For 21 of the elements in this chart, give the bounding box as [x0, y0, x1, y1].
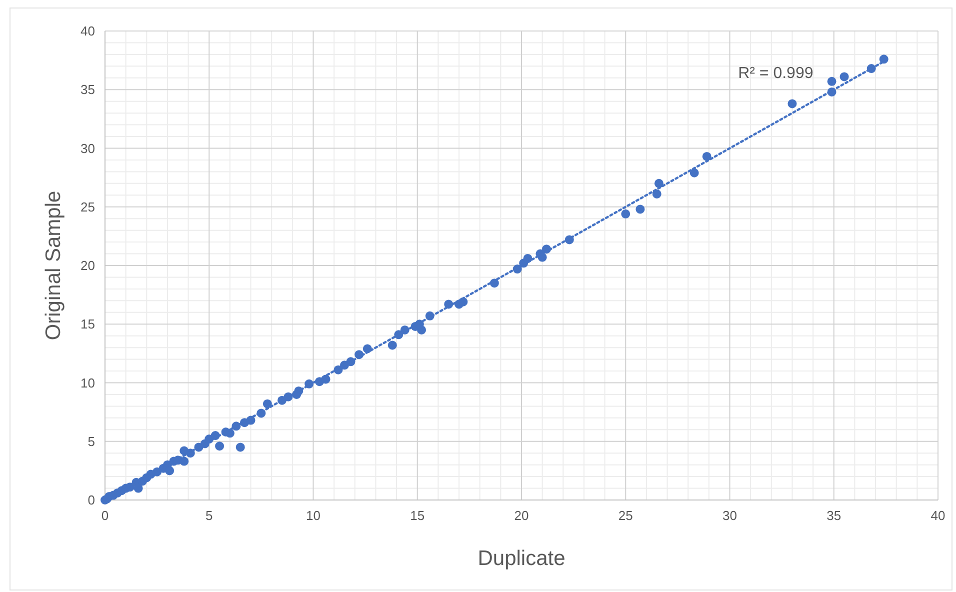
x-tick-label: 40 [930, 508, 946, 523]
y-tick-label: 40 [80, 24, 95, 38]
y-tick-label: 0 [88, 492, 95, 508]
y-axis-title: Original Sample [42, 190, 65, 340]
y-tick-label: 10 [80, 375, 95, 390]
y-tick-label: 25 [80, 199, 95, 214]
y-tick-label: 35 [80, 82, 95, 98]
y-tick-label: 5 [88, 434, 95, 449]
x-tick-label: 20 [514, 508, 529, 523]
x-tick-label: 25 [618, 508, 633, 523]
x-tick-label: 15 [410, 508, 425, 523]
x-tick-label: 10 [306, 508, 320, 523]
x-tick-label: 35 [826, 508, 842, 523]
annotation: R² = 0.999 [738, 64, 814, 82]
y-tick-label: 20 [80, 258, 95, 273]
x-tick-label: 0 [101, 508, 109, 523]
y-tick-label: 30 [80, 140, 95, 156]
x-tick-label: 5 [206, 508, 213, 523]
x-axis-title: Duplicate [478, 547, 566, 570]
y-tick-label: 15 [80, 316, 95, 332]
x-tick-label: 30 [722, 508, 737, 523]
